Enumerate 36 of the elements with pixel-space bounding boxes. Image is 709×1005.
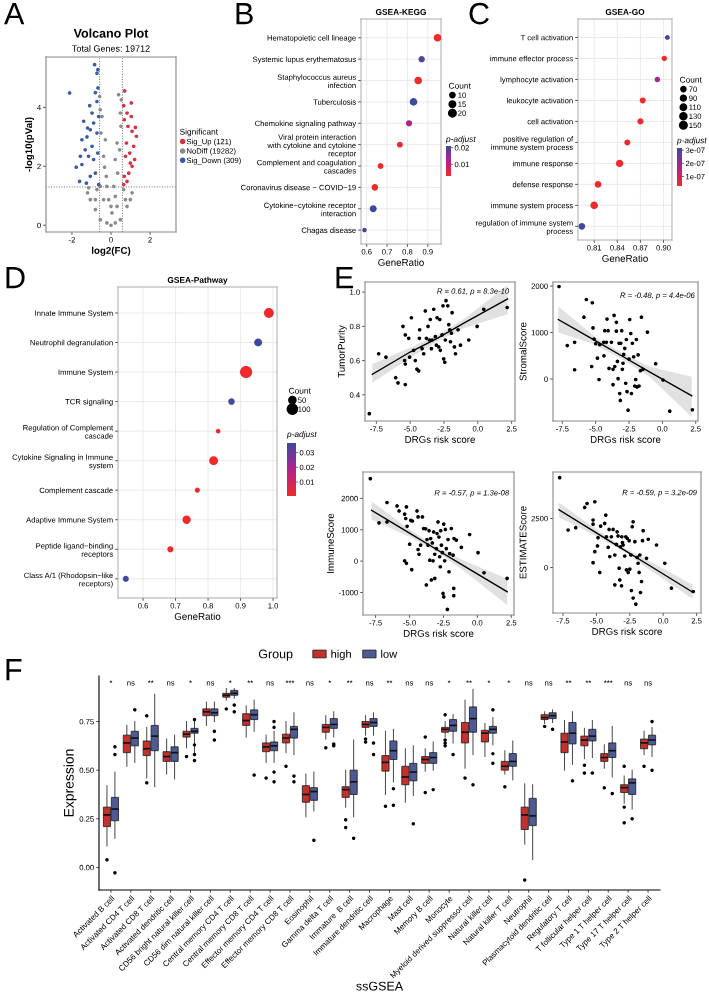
x-axis-title: ssGSEA: [356, 981, 404, 991]
legend-title: Count: [289, 387, 311, 394]
x-axis-title: GeneRatio: [378, 258, 424, 266]
x-axis-title: DRGs risk score: [592, 627, 662, 635]
text: B: [236, 3, 253, 25]
text: D: [6, 267, 25, 289]
x-axis-title: log2(FC): [91, 246, 131, 256]
color-bar-title: p-adjust: [676, 137, 707, 145]
x-axis-title: GeneRatio: [174, 612, 221, 620]
text: F: [6, 659, 22, 681]
color-bar-title: p-adjust: [445, 135, 476, 144]
y-axis-title: TumorPurity: [337, 325, 347, 378]
x-axis-title: DRGs risk score: [403, 629, 474, 637]
legend-title: Significant: [179, 128, 218, 137]
y-axis-title: StromalScore: [519, 322, 527, 381]
chart-title: Volcano Plot: [73, 28, 149, 38]
text: E: [336, 267, 354, 289]
legend-label: high: [331, 649, 351, 661]
chart-title: GSEA-Pathway: [167, 276, 228, 285]
legend-title: Group: [258, 649, 293, 661]
legend-title: Count: [680, 76, 702, 83]
chart-subtitle: Total Genes: 19712: [72, 45, 150, 52]
text: C: [469, 2, 489, 25]
legend-title: Count: [449, 82, 471, 89]
chart-title: GSEA-GO: [605, 9, 645, 15]
chart-title: GSEA-KEGG: [375, 9, 426, 15]
y-axis-title: ESTIMATEScore: [519, 506, 527, 579]
color-bar-title: p-adjust: [286, 430, 317, 439]
x-axis-title: DRGs risk score: [590, 435, 661, 443]
y-axis-title: ImmuneScore: [327, 513, 334, 573]
x-axis-title: DRGs risk score: [405, 435, 475, 443]
legend-label: low: [381, 649, 398, 658]
y-axis-title: Expression: [63, 749, 77, 817]
text: A: [4, 3, 25, 25]
x-axis-title: GeneRatio: [602, 254, 648, 262]
y-axis-title: -log10(pVal): [25, 117, 35, 172]
